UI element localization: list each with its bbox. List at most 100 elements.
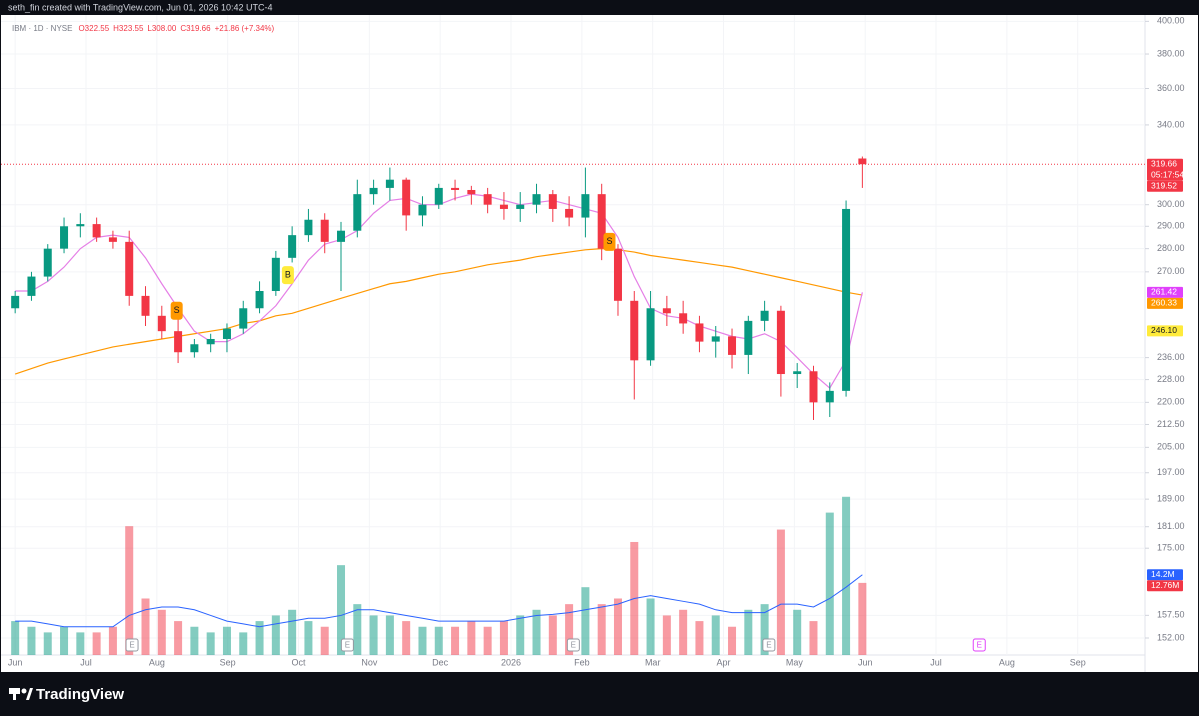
x-tick-label: Feb <box>574 657 590 667</box>
candle-body <box>271 257 280 292</box>
volume-bar <box>434 626 443 655</box>
volume-bar <box>141 598 150 655</box>
price-label: 319.52 <box>1151 180 1177 190</box>
volume-bar <box>222 626 231 655</box>
candle-body <box>418 204 427 216</box>
price-label-box <box>1147 297 1183 309</box>
x-tick-label: Aug <box>149 657 165 667</box>
candle-body <box>858 158 867 165</box>
earnings-marker <box>340 638 354 652</box>
candle-body <box>548 194 557 209</box>
candle-body <box>825 390 834 403</box>
candle-body <box>809 371 818 403</box>
candle-body <box>613 248 622 301</box>
candle-body <box>483 194 492 205</box>
symbol: IBM · 1D · NYSE <box>12 24 72 33</box>
candle-body <box>157 315 166 332</box>
candle-body <box>353 194 362 231</box>
y-tick-label: 175.00 <box>1157 543 1185 553</box>
earnings-label: E <box>977 641 982 650</box>
price-label-box <box>1147 286 1183 298</box>
earnings-marker <box>972 638 986 652</box>
candle-body <box>108 237 117 242</box>
volume-bar <box>60 626 69 655</box>
ohlc-value: O322.55 <box>78 24 109 33</box>
volume-bar <box>43 632 52 655</box>
x-tick-label: Sep <box>1070 657 1086 667</box>
candle-body <box>92 224 101 238</box>
earnings-label: E <box>345 641 350 650</box>
y-tick-label: 220.00 <box>1157 397 1185 407</box>
volume-bar <box>516 615 525 655</box>
candle-body <box>467 189 476 195</box>
candle-body <box>646 308 655 361</box>
candle-body <box>76 224 85 227</box>
volume-bar <box>776 529 785 655</box>
y-tick-label: 280.00 <box>1157 243 1185 253</box>
x-tick-label: 2026 <box>501 657 521 667</box>
y-tick-label: 152.00 <box>1157 632 1185 642</box>
candle-body <box>60 226 69 249</box>
candle-body <box>369 187 378 195</box>
x-tick-label: Apr <box>717 657 731 667</box>
volume-bar <box>842 496 851 655</box>
volume-bar <box>483 626 492 655</box>
ohlc-value: C319.66 <box>180 24 211 33</box>
moving-average <box>14 248 863 375</box>
volume-bar <box>320 626 329 655</box>
volume-bar <box>206 632 215 655</box>
signal-marker <box>170 301 183 320</box>
signal-marker <box>281 266 294 285</box>
volume-bar <box>27 626 36 655</box>
volume-bar <box>304 621 313 655</box>
y-tick-label: 300.00 <box>1157 199 1185 209</box>
earnings-marker <box>762 638 776 652</box>
candle-body <box>711 336 720 342</box>
volume-bar <box>76 632 85 655</box>
ohlc-value: H323.55 <box>113 24 144 33</box>
y-tick-label: 290.00 <box>1157 221 1185 231</box>
grid <box>1 15 1145 655</box>
candle-body <box>793 371 802 375</box>
candle-body <box>288 235 297 258</box>
price-label-box <box>1147 180 1183 192</box>
candle-body <box>630 300 639 361</box>
volume-bar <box>728 626 737 655</box>
volume-bar <box>125 526 134 655</box>
candle-body <box>451 187 460 190</box>
signal-marker <box>603 232 616 251</box>
volume-bar <box>825 512 834 655</box>
price-label: 246.10 <box>1151 325 1177 335</box>
candle-body <box>565 208 574 218</box>
candle-body <box>744 320 753 355</box>
price-label-box <box>1147 325 1183 337</box>
volume-bar <box>385 615 394 655</box>
volume-bar <box>646 598 655 655</box>
signal-label: S <box>606 236 612 246</box>
volume-bar <box>793 609 802 655</box>
candle-body <box>402 179 411 216</box>
volume-bar <box>858 582 867 655</box>
volume-bar <box>451 626 460 655</box>
volume-bar <box>369 615 378 655</box>
earnings-marker <box>566 638 580 652</box>
candle-body <box>728 336 737 355</box>
y-tick-label: 270.00 <box>1157 266 1185 276</box>
candle-body <box>43 248 52 277</box>
signal-label: S <box>174 305 180 315</box>
volume-pane <box>11 496 867 655</box>
volume-bar <box>271 615 280 655</box>
volume-bar <box>288 609 297 655</box>
candle-body <box>532 194 541 205</box>
candle-body <box>320 219 329 242</box>
candle-body <box>304 219 313 236</box>
x-tick-label: Aug <box>999 657 1015 667</box>
logo-mark <box>13 688 16 700</box>
y-tick-label: 236.00 <box>1157 352 1185 362</box>
volume-bar <box>418 626 427 655</box>
volume-bar <box>679 609 688 655</box>
volume-bar <box>662 615 671 655</box>
volume-label: 14.2M <box>1151 569 1175 579</box>
earnings-marker <box>125 638 139 652</box>
ohlc-value: +21.86 (+7.34%) <box>215 24 275 33</box>
